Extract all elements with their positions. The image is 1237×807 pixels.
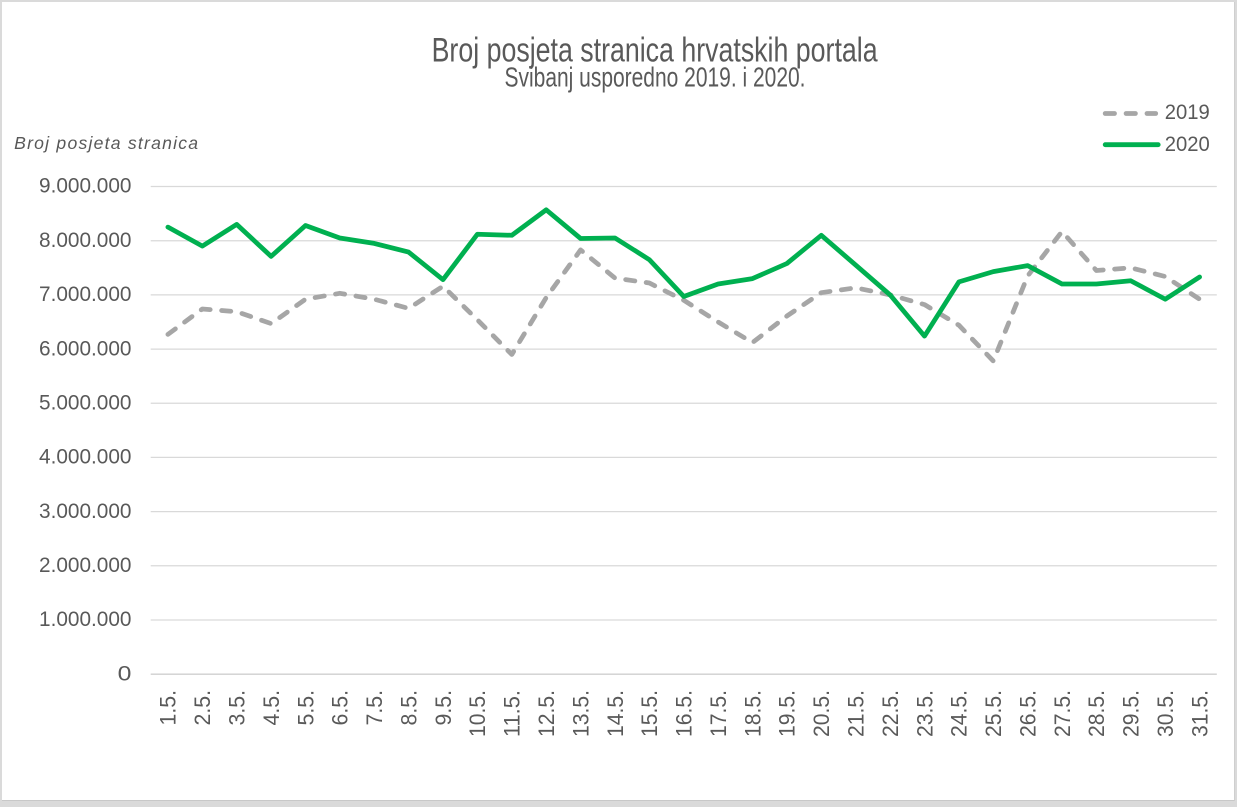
svg-text:9.5.: 9.5. bbox=[431, 690, 456, 726]
svg-text:3.000.000: 3.000.000 bbox=[39, 499, 132, 523]
svg-text:25.5.: 25.5. bbox=[981, 690, 1006, 737]
svg-text:2019: 2019 bbox=[1165, 100, 1210, 124]
svg-text:27.5.: 27.5. bbox=[1050, 690, 1075, 737]
svg-text:24.5.: 24.5. bbox=[947, 690, 972, 737]
svg-text:8.000.000: 8.000.000 bbox=[39, 228, 132, 252]
svg-text:5.000.000: 5.000.000 bbox=[39, 391, 132, 415]
svg-text:18.5.: 18.5. bbox=[740, 690, 765, 737]
svg-text:11.5.: 11.5. bbox=[500, 690, 525, 737]
svg-text:5.5.: 5.5. bbox=[293, 690, 318, 726]
svg-text:4.000.000: 4.000.000 bbox=[39, 445, 132, 469]
svg-text:10.5.: 10.5. bbox=[465, 690, 490, 737]
svg-text:30.5.: 30.5. bbox=[1153, 690, 1178, 737]
svg-text:Broj posjeta stranica hrvatski: Broj posjeta stranica hrvatskih portala bbox=[432, 32, 878, 70]
svg-text:Broj posjeta stranica: Broj posjeta stranica bbox=[14, 133, 198, 153]
svg-text:2020: 2020 bbox=[1165, 132, 1210, 156]
svg-text:23.5.: 23.5. bbox=[912, 690, 937, 737]
svg-text:12.5.: 12.5. bbox=[534, 690, 559, 737]
svg-text:3.5.: 3.5. bbox=[225, 690, 250, 726]
svg-text:16.5.: 16.5. bbox=[672, 690, 697, 737]
svg-text:6.5.: 6.5. bbox=[328, 690, 353, 726]
svg-text:13.5.: 13.5. bbox=[568, 690, 593, 737]
svg-text:31.5.: 31.5. bbox=[1187, 690, 1212, 737]
svg-text:9.000.000: 9.000.000 bbox=[39, 174, 132, 198]
svg-text:17.5.: 17.5. bbox=[706, 690, 731, 737]
svg-text:21.5.: 21.5. bbox=[844, 690, 869, 737]
svg-text:6.000.000: 6.000.000 bbox=[39, 336, 132, 360]
svg-text:4.5.: 4.5. bbox=[259, 690, 284, 726]
svg-text:28.5.: 28.5. bbox=[1084, 690, 1109, 737]
svg-text:1.000.000: 1.000.000 bbox=[39, 607, 132, 631]
svg-text:15.5.: 15.5. bbox=[637, 690, 662, 737]
svg-text:1.5.: 1.5. bbox=[156, 690, 181, 726]
svg-text:22.5.: 22.5. bbox=[878, 690, 903, 737]
svg-text:19.5.: 19.5. bbox=[775, 690, 800, 737]
svg-text:Svibanj usporedno 2019. i 2020: Svibanj usporedno 2019. i 2020. bbox=[505, 61, 806, 92]
svg-text:14.5.: 14.5. bbox=[603, 690, 628, 737]
svg-text:29.5.: 29.5. bbox=[1119, 690, 1144, 737]
svg-text:2.000.000: 2.000.000 bbox=[39, 553, 132, 577]
svg-text:26.5.: 26.5. bbox=[1016, 690, 1041, 737]
svg-text:8.5.: 8.5. bbox=[396, 690, 421, 726]
svg-text:0: 0 bbox=[118, 661, 132, 685]
svg-text:20.5.: 20.5. bbox=[809, 690, 834, 737]
svg-text:7.5.: 7.5. bbox=[362, 690, 387, 726]
svg-text:2.5.: 2.5. bbox=[190, 690, 215, 726]
svg-text:7.000.000: 7.000.000 bbox=[39, 282, 132, 306]
